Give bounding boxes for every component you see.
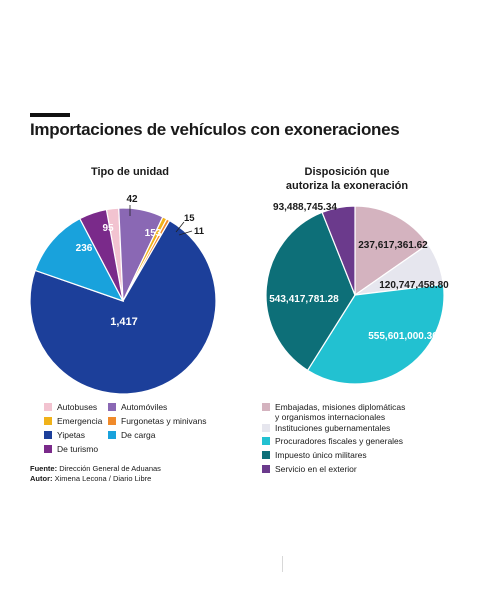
- data-label-autobuses: 42: [126, 194, 138, 205]
- pie-slice-0: [354, 205, 429, 297]
- leader-furgonetas: [178, 230, 193, 236]
- legend-item-de-turismo: De turismo: [44, 444, 98, 455]
- legend-swatch: [262, 437, 270, 445]
- data-label-yipetas: 1,417: [110, 316, 138, 328]
- legend-item-autobuses: Autobuses: [44, 402, 97, 413]
- data-label-procuradores: 555,601,000.36: [368, 331, 438, 342]
- pie-slice-5: [34, 217, 125, 303]
- data-label-embajadas: 237,617,361.62: [358, 240, 428, 251]
- source-line: Fuente: Dirección General de Aduanas: [30, 464, 161, 473]
- data-label-emergencia: 15: [184, 213, 195, 224]
- legend-item-de-carga: De carga: [108, 430, 156, 441]
- pie-tipo-de-unidad: [29, 207, 217, 395]
- data-label-instituciones: 120,747,458.80: [379, 280, 449, 291]
- data-label-militares: 543,417,781.28: [269, 294, 339, 305]
- data-label-furgonetas: 11: [194, 226, 205, 237]
- left-chart-title: Tipo de unidad: [90, 166, 169, 178]
- legend-swatch: [44, 431, 52, 439]
- source-note: Fuente: Dirección General de Aduanas Aut…: [30, 464, 161, 484]
- legend-swatch: [44, 417, 52, 425]
- right-chart-title: Disposición que autoriza la exoneración: [285, 166, 409, 192]
- leader-emergencia: [175, 221, 185, 233]
- divider-mark: [282, 556, 283, 572]
- data-label-de-turismo: 95: [102, 223, 114, 234]
- legend-item-emergencia: Emergencia: [44, 416, 102, 427]
- legend-item-embajadas: Embajadas, misiones diplomáticas: [262, 402, 405, 413]
- legend-swatch: [262, 424, 270, 432]
- legend-swatch: [262, 465, 270, 473]
- data-label-de-carga: 236: [76, 243, 93, 254]
- data-label-automoviles: 153: [145, 228, 162, 239]
- legend-item-yipetas: Yipetas: [44, 430, 85, 441]
- legend-swatch: [108, 431, 116, 439]
- pie-labels: 42 153 15 11 1,417 236 95 237,617,361.62 120,747…: [76, 194, 450, 342]
- pie-slice-4: [29, 219, 217, 395]
- legend-swatch: [108, 403, 116, 411]
- legend-item-furgonetas: Furgonetas y minivans: [108, 416, 207, 427]
- title-rule: [30, 113, 70, 117]
- pie-disposicion: [265, 205, 445, 385]
- legend-swatch: [262, 403, 270, 411]
- legend-item-procuradores: Procuradores fiscales y generales: [262, 436, 403, 447]
- pie-slice-4: [321, 205, 356, 296]
- legend-item-automoviles: Automóviles: [108, 402, 167, 413]
- legend-swatch: [44, 445, 52, 453]
- page-title: Importaciones de vehículos con exoneraci…: [30, 120, 400, 139]
- pie-slice-6: [78, 208, 124, 302]
- legend-item-embajadas-cont: y organismos internacionales: [275, 412, 386, 422]
- pie-slice-2: [306, 283, 445, 385]
- legend-item-instituciones: Instituciones gubernamentales: [262, 423, 390, 434]
- legend-item-militares: Impuesto único militares: [262, 450, 367, 461]
- author-line: Autor: Ximena Lecona / Diario Libre: [30, 474, 152, 483]
- pie-slice-3: [265, 211, 356, 372]
- legend-swatch: [262, 451, 270, 459]
- legend-swatch: [108, 417, 116, 425]
- legend-swatch: [44, 403, 52, 411]
- data-label-exterior: 93,488,745.34: [273, 202, 337, 213]
- legend-item-exterior: Servicio en el exterior: [262, 464, 357, 475]
